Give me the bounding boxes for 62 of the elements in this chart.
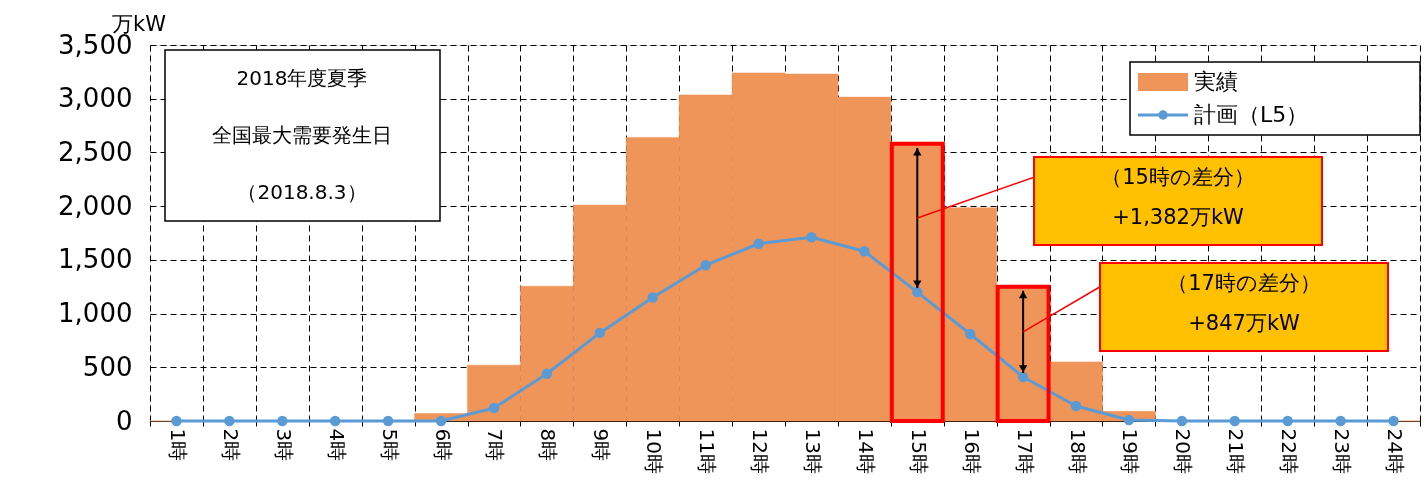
x-tick-label: 9時 bbox=[589, 428, 614, 462]
annotation: 2018年度夏季 bbox=[236, 65, 368, 90]
x-tick-label: 19時 bbox=[1118, 428, 1143, 474]
x-tick-label: 16時 bbox=[959, 428, 984, 474]
point bbox=[1070, 400, 1082, 412]
point bbox=[594, 327, 606, 339]
annotation: （15時の差分） +1,382万kW bbox=[1101, 165, 1255, 229]
x-tick-label: 3時 bbox=[271, 428, 296, 462]
x-tick-label: 22時 bbox=[1277, 428, 1302, 474]
x-tick-label: 7時 bbox=[483, 428, 508, 462]
x-tick-label: 18時 bbox=[1065, 428, 1090, 474]
point bbox=[224, 415, 235, 427]
x-tick-label: 2時 bbox=[218, 428, 243, 462]
x-tick-label: 23時 bbox=[1330, 428, 1355, 474]
x-tick-label: 13時 bbox=[800, 428, 825, 474]
point bbox=[859, 246, 870, 257]
point bbox=[1388, 415, 1399, 427]
x-tick-label: 17時 bbox=[1012, 428, 1037, 474]
point bbox=[647, 292, 658, 303]
x-tick-label: 6時 bbox=[430, 428, 455, 462]
y-tick-label: 3,000 bbox=[58, 83, 133, 114]
y-tick-label: 500 bbox=[82, 351, 133, 382]
annotation: （17時の差分） +847万kW bbox=[1167, 271, 1321, 335]
point bbox=[1017, 371, 1029, 383]
y-tick-label: 0 bbox=[115, 405, 133, 436]
point bbox=[1282, 415, 1293, 427]
x-tick-label: 8時 bbox=[536, 428, 561, 462]
y-tick-label: 2,500 bbox=[58, 136, 133, 167]
point bbox=[1229, 415, 1241, 427]
point bbox=[329, 415, 341, 427]
point bbox=[700, 259, 711, 271]
annotation: （2018.8.3） bbox=[237, 179, 367, 204]
y-tick-label: 1,000 bbox=[58, 298, 133, 329]
y-tick-label: 1,500 bbox=[58, 244, 133, 275]
point bbox=[277, 415, 288, 427]
x-tick-label: 15時 bbox=[906, 428, 931, 474]
x-tick-label: 12時 bbox=[748, 428, 773, 474]
x-tick-label: 10時 bbox=[642, 428, 667, 474]
point bbox=[1176, 415, 1188, 427]
x-tick-label: 1時 bbox=[165, 428, 190, 462]
annotation: 全国最大需要発生日 bbox=[212, 122, 392, 147]
point bbox=[435, 415, 447, 427]
legend-label: 実績 bbox=[1194, 69, 1238, 94]
point bbox=[806, 232, 817, 243]
point bbox=[488, 402, 500, 414]
point bbox=[541, 368, 553, 379]
x-tick-label: 11時 bbox=[695, 428, 720, 474]
x-tick-label: 5時 bbox=[377, 428, 402, 462]
point bbox=[171, 415, 182, 427]
legend-label: 計画（L5） bbox=[1194, 102, 1309, 127]
point bbox=[382, 415, 394, 427]
point bbox=[753, 238, 764, 249]
point bbox=[964, 328, 976, 340]
point bbox=[1335, 415, 1346, 427]
x-tick-label: 14時 bbox=[853, 428, 878, 474]
point bbox=[1123, 414, 1135, 426]
y-tick-label: 2,000 bbox=[58, 190, 133, 221]
x-tick-label: 24時 bbox=[1383, 428, 1408, 474]
point bbox=[912, 286, 923, 298]
x-tick-label: 21時 bbox=[1224, 428, 1249, 474]
x-tick-label: 4時 bbox=[324, 428, 349, 462]
x-tick-label: 20時 bbox=[1171, 428, 1196, 474]
